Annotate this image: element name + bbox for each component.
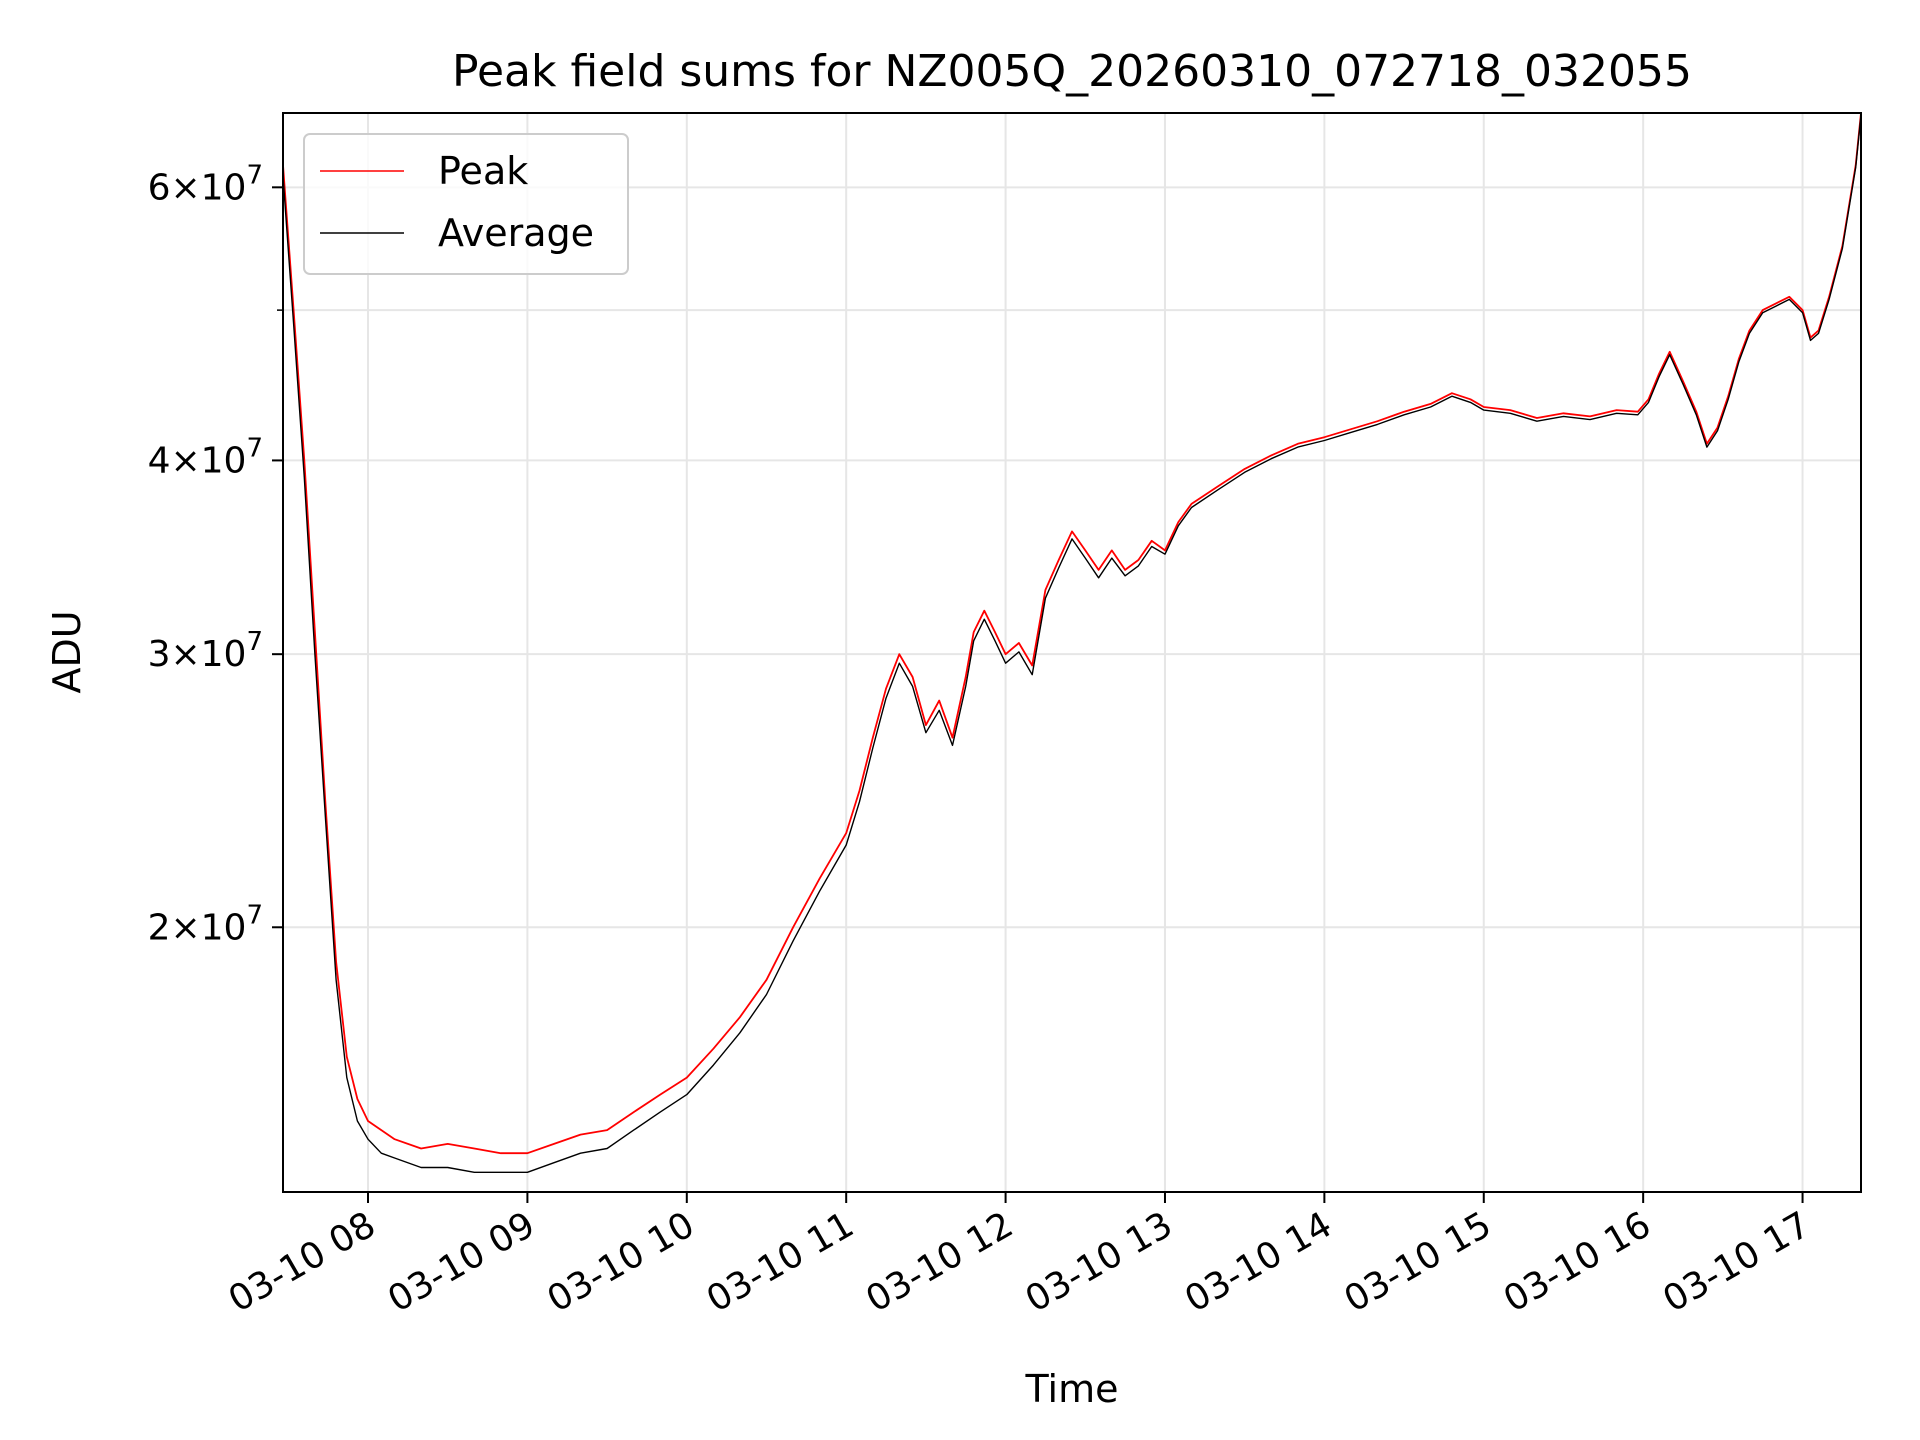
- plot-area-frame: [282, 112, 1862, 1193]
- y-tick-label: 2×107: [148, 900, 263, 948]
- y-tick-label: 4×107: [148, 433, 263, 481]
- series-line-average: [282, 114, 1862, 1173]
- y-tick-label: 3×107: [148, 627, 263, 675]
- x-axis-label: Time: [1025, 1367, 1119, 1411]
- series-line-peak: [282, 112, 1862, 1155]
- series-lines: [282, 112, 1862, 1173]
- legend-label-average: Average: [438, 211, 594, 255]
- chart-title: Peak field sums for NZ005Q_20260310_0727…: [452, 46, 1692, 97]
- y-axis-ticks: 2×107 3×107 4×107 6×107: [148, 160, 283, 948]
- y-tick-label: 6×107: [148, 160, 263, 208]
- legend: Peak Average: [303, 133, 629, 275]
- grid-lines: [283, 113, 1861, 1192]
- y-axis-label: ADU: [45, 610, 89, 693]
- legend-label-peak: Peak: [438, 149, 528, 193]
- legend-box: [303, 133, 629, 275]
